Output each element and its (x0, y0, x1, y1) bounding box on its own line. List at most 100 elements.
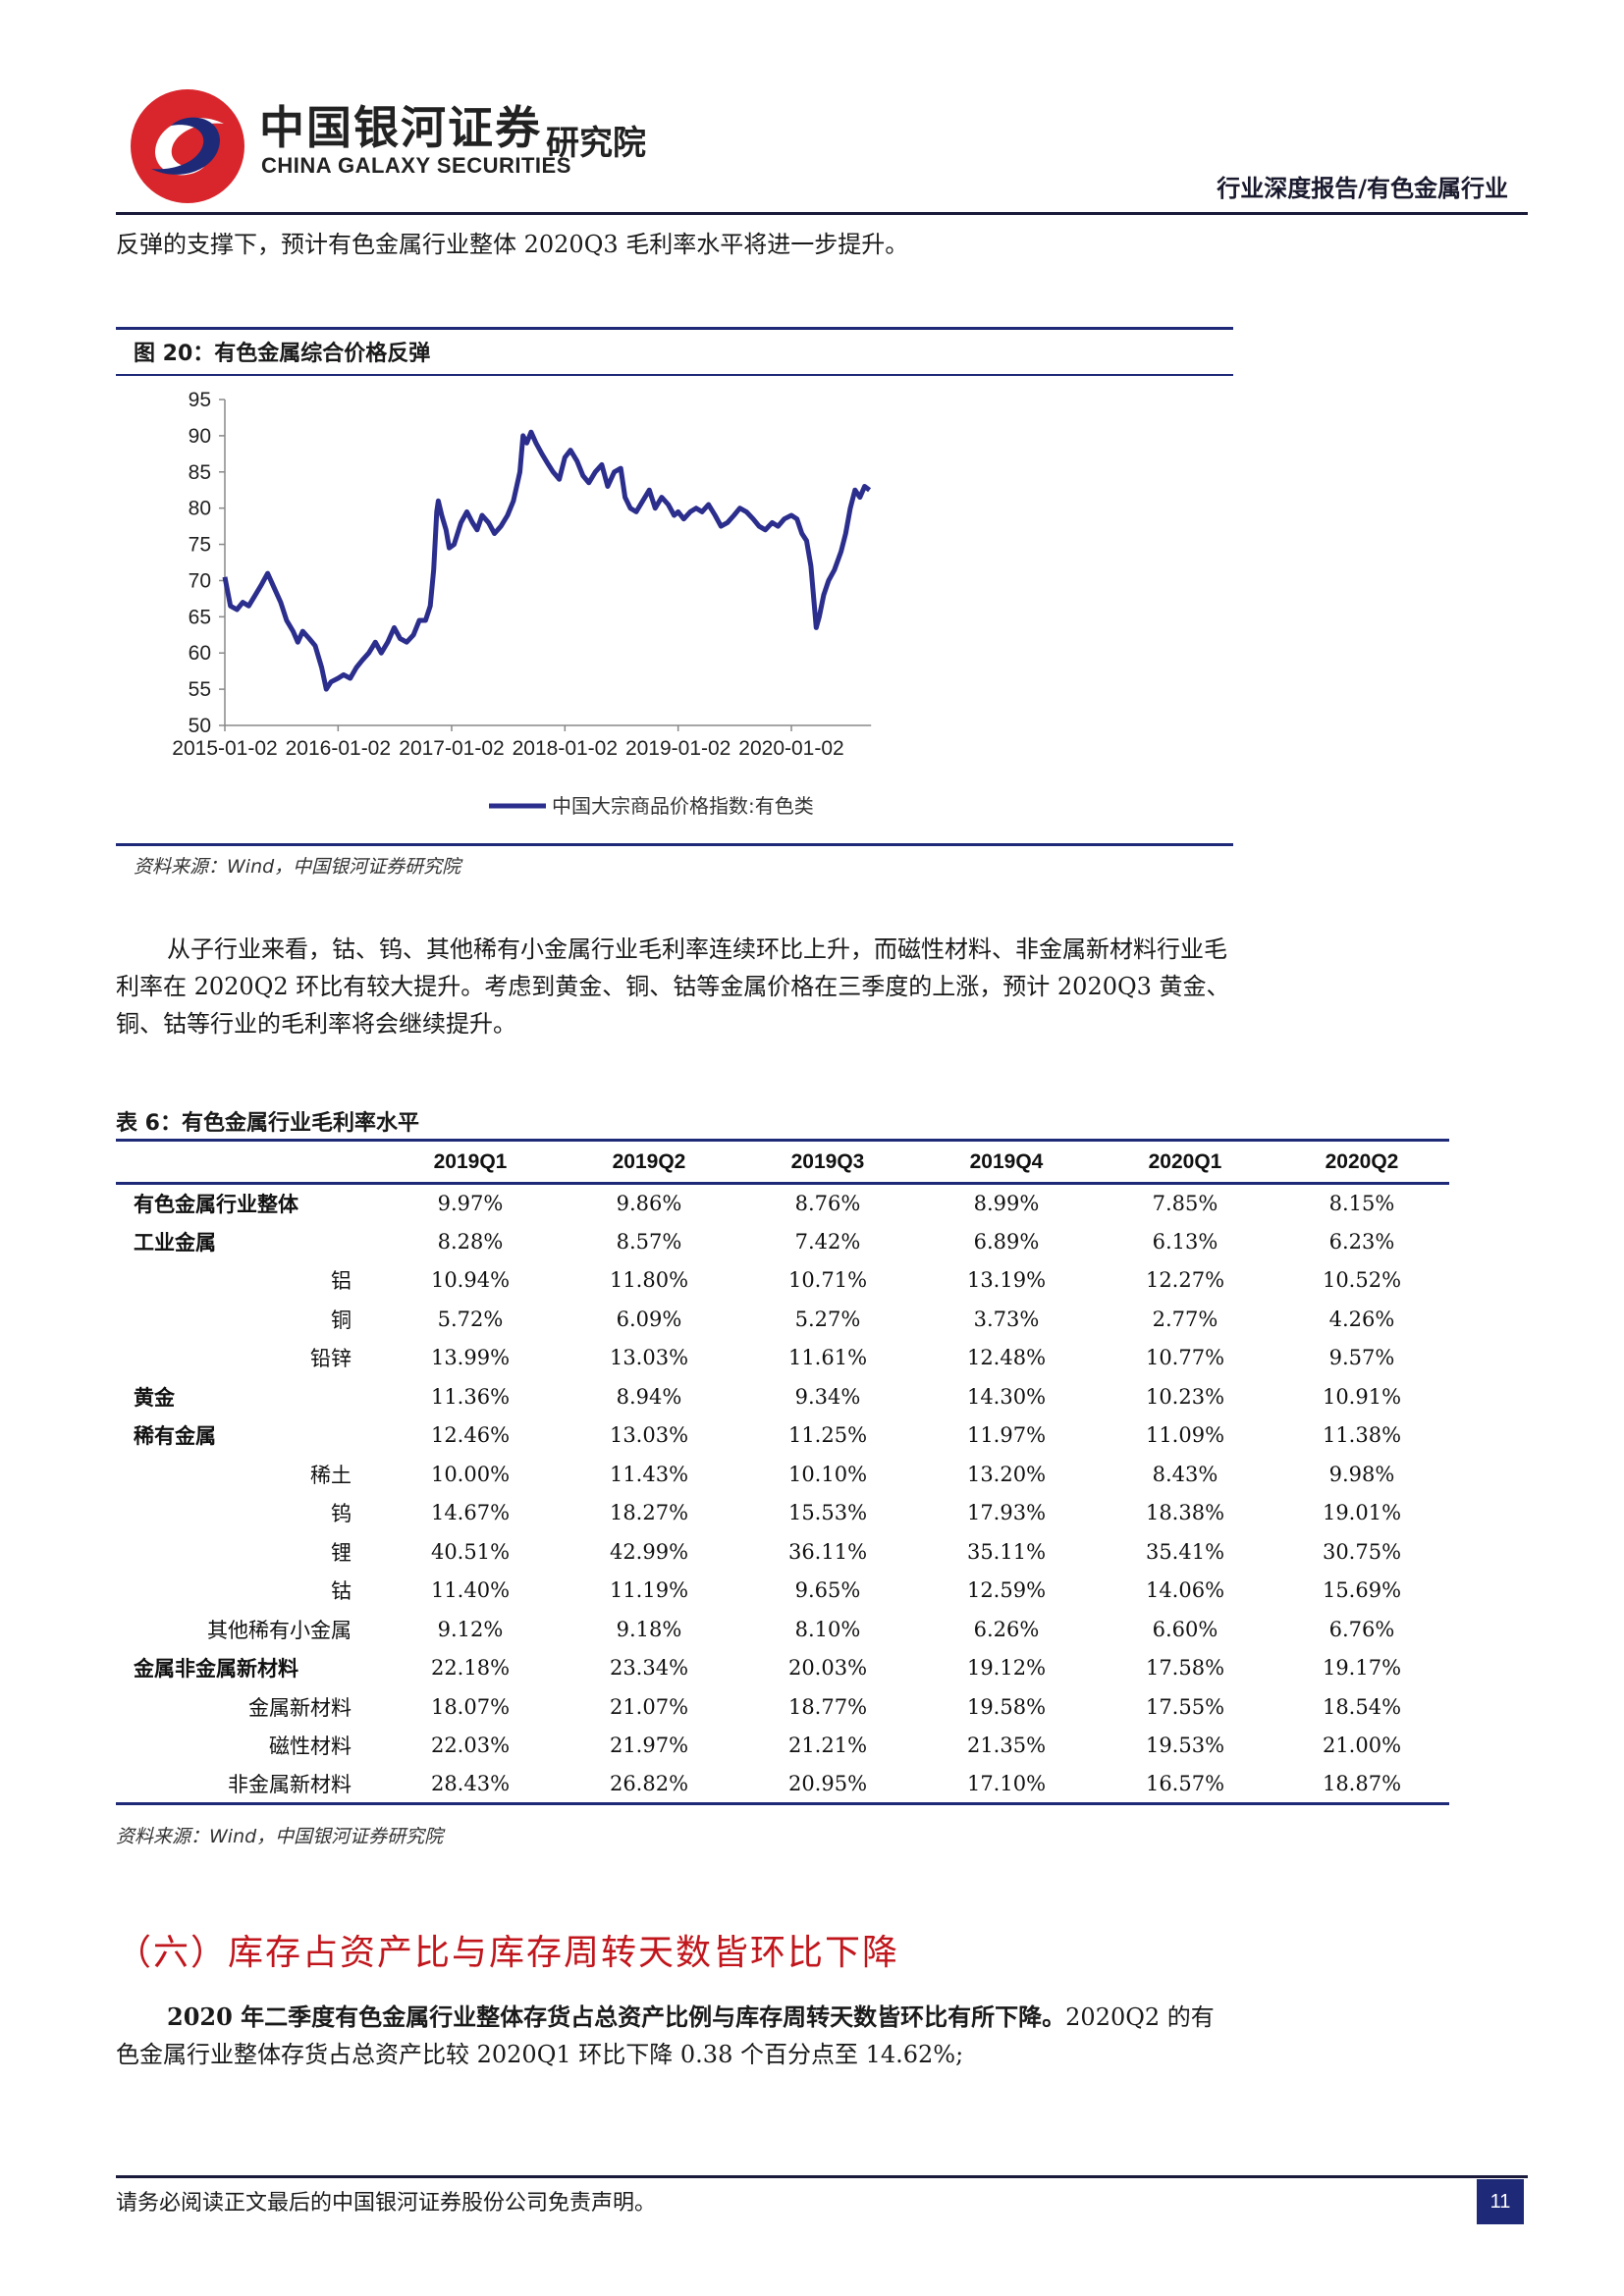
y-tick-label: 95 (189, 389, 211, 411)
subsector-paragraph: 从子行业来看，钴、钨、其他稀有小金属行业毛利率连续环比上升，而磁性材料、非金属新… (116, 935, 1230, 1038)
table-cell: 13.20% (966, 1462, 1047, 1486)
table-cell: 13.03% (609, 1346, 689, 1370)
table-cell: 6.13% (1152, 1229, 1218, 1254)
table-cell: 9.97% (437, 1192, 504, 1215)
table-cell: 28.43% (381, 1765, 560, 1805)
galaxy-logo-icon (131, 89, 244, 203)
table-cell: 13.99% (430, 1346, 511, 1370)
table-cell: 15.53% (787, 1501, 868, 1525)
table-row: 磁性材料 22.03% 21.97% 21.21% 21.35% 19.53% 21.00% (116, 1727, 1449, 1766)
row-label: 金属非金属新材料 (134, 1657, 298, 1682)
table-row: 金属新材料 18.07% 21.07% 18.77% 19.58% 17.55% 18.54… (116, 1687, 1449, 1727)
table-cell: 8.57% (616, 1229, 682, 1254)
y-tick-label: 60 (189, 642, 211, 665)
row-label: 黄金 (134, 1385, 175, 1410)
row-label: 钨 (331, 1502, 352, 1526)
table-cell: 14.67% (430, 1501, 511, 1525)
header-cell-2019Q2: 2019Q2 (560, 1139, 738, 1185)
table-row: 稀土 10.00% 11.43% 10.10% 13.20% 8.43% 9.98% (116, 1455, 1449, 1494)
section-body: 2020Q2 的有色金属行业整体存货占总资产比较 2020Q1 环比下降 0.3… (116, 2003, 1215, 2068)
table-cell: 8.43% (1152, 1462, 1218, 1486)
figure-source: 资料来源：Wind，中国银河证券研究院 (134, 856, 461, 878)
table-row: 铅锌 13.99% 13.03% 11.61% 12.48% 10.77% 9.57% (116, 1339, 1449, 1378)
table-row: 钨 14.67% 18.27% 15.53% 17.93% 18.38% 19.01% (116, 1494, 1449, 1533)
table-cell: 6.76% (1328, 1617, 1395, 1641)
table-row: 工业金属 8.28% 8.57% 7.42% 6.89% 6.13% 6.23% (116, 1222, 1449, 1261)
table-cell: 5.72% (437, 1307, 504, 1331)
y-tick-label: 90 (189, 425, 211, 448)
table-row: 黄金 11.36% 8.94% 9.34% 14.30% 10.23% 10.91% (116, 1377, 1449, 1416)
table-row: 铝 10.94% 11.80% 10.71% 13.19% 12.27% 10.52% (116, 1261, 1449, 1301)
table-cell: 3.73% (973, 1307, 1040, 1331)
table-cell: 12.46% (430, 1423, 511, 1448)
row-label: 稀有金属 (134, 1424, 216, 1449)
table-cell: 9.57% (1328, 1346, 1395, 1370)
table-cell: 9.18% (616, 1617, 682, 1641)
figure-caption: 图 20：有色金属综合价格反弹 (134, 342, 431, 366)
table-cell: 30.75% (1322, 1539, 1402, 1564)
table-cell: 21.97% (609, 1734, 689, 1758)
header-cell-2019Q1: 2019Q1 (381, 1139, 560, 1185)
table-cell: 23.34% (609, 1656, 689, 1681)
table-cell: 19.01% (1322, 1501, 1402, 1525)
table-cell: 16.57% (1096, 1765, 1274, 1805)
footer-disclaimer: 请务必阅读正文最后的中国银河证券股份公司免责声明。 (116, 2191, 657, 2216)
table-cell: 18.38% (1145, 1501, 1225, 1525)
table-cell: 12.27% (1145, 1268, 1225, 1293)
x-tick-label: 2017-01-02 (399, 737, 504, 760)
table-cell: 9.65% (794, 1578, 861, 1603)
header-cell-2020Q2: 2020Q2 (1274, 1139, 1449, 1185)
legend-label: 中国大宗商品价格指数:有色类 (552, 794, 814, 818)
intro-paragraph: 反弹的支撑下，预计有色金属行业整体 2020Q3 毛利率水平将进一步提升。 (116, 231, 909, 258)
row-label: 工业金属 (134, 1230, 216, 1255)
table-cell: 6.26% (973, 1617, 1040, 1641)
y-tick-label: 85 (189, 461, 211, 484)
table-cell: 26.82% (560, 1765, 738, 1805)
table-cell: 19.12% (966, 1656, 1047, 1681)
table-cell: 8.28% (437, 1229, 504, 1254)
table-cell: 21.21% (787, 1734, 868, 1758)
row-label: 铝 (331, 1269, 352, 1294)
table-row: 锂 40.51% 42.99% 36.11% 35.11% 35.41% 30.75% (116, 1532, 1449, 1572)
table-cell: 17.58% (1145, 1656, 1225, 1681)
table-cell: 11.38% (1322, 1423, 1402, 1448)
x-tick-label: 2020-01-02 (738, 737, 843, 760)
table-cell: 18.54% (1322, 1694, 1402, 1719)
row-label: 锂 (331, 1540, 352, 1565)
table-cell: 11.09% (1145, 1423, 1225, 1448)
y-tick-label: 50 (189, 715, 211, 737)
table-cell: 13.03% (609, 1423, 689, 1448)
table-cell: 8.76% (794, 1192, 861, 1215)
x-tick-label: 2019-01-02 (625, 737, 731, 760)
table-cell: 21.00% (1322, 1734, 1402, 1758)
table-cell: 4.26% (1328, 1307, 1395, 1331)
logo-english-name: CHINA GALAXY SECURITIES (261, 153, 571, 178)
table-cell: 40.51% (430, 1539, 511, 1564)
header-blank-cell (116, 1139, 381, 1185)
logo-chinese-name: 中国银河证券 (259, 101, 542, 154)
table-cell: 18.77% (787, 1694, 868, 1719)
table-cell: 10.71% (787, 1268, 868, 1293)
table-cell: 20.03% (787, 1656, 868, 1681)
table-cell: 10.91% (1322, 1384, 1402, 1409)
table-cell: 22.18% (430, 1656, 511, 1681)
section-heading: （六）库存占资产比与库存周转天数皆环比下降 (116, 1933, 900, 1973)
report-type: 行业深度报告/有色金属行业 (1217, 175, 1508, 202)
table-cell: 9.86% (616, 1192, 682, 1215)
table-cell: 6.89% (973, 1229, 1040, 1254)
table-cell: 8.99% (973, 1192, 1040, 1215)
header-divider (116, 212, 1528, 215)
row-label: 其他稀有小金属 (207, 1618, 352, 1642)
company-logo: 中国银河证券 CHINA GALAXY SECURITIES 研究院 (116, 80, 705, 203)
table-cell: 13.19% (966, 1268, 1047, 1293)
table-cell: 8.10% (794, 1617, 861, 1641)
row-label: 铜 (331, 1308, 352, 1332)
table-cell: 2.77% (1152, 1307, 1218, 1331)
table-cell: 9.34% (794, 1384, 861, 1409)
table-source: 资料来源：Wind，中国银河证券研究院 (116, 1826, 444, 1847)
table-cell: 42.99% (609, 1539, 689, 1564)
table-cell: 10.10% (787, 1462, 868, 1486)
table-cell: 36.11% (787, 1539, 868, 1564)
table-cell: 8.94% (616, 1384, 682, 1409)
table-row: 其他稀有小金属 9.12% 9.18% 8.10% 6.26% 6.60% 6.76% (116, 1610, 1449, 1649)
